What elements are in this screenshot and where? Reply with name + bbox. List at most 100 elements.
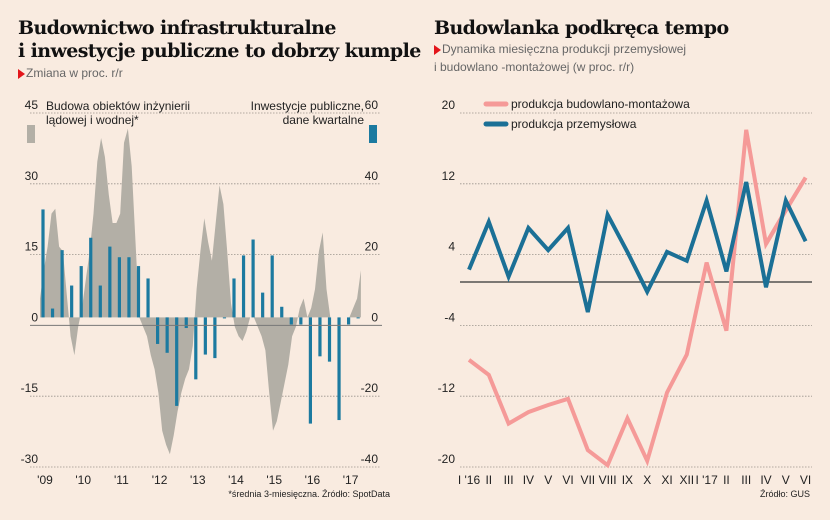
right-chart-y-tick: -20 [438,452,456,466]
x-tick-year: '11 [114,473,129,487]
bar-inwestycje-2012Q1 [156,317,160,344]
bar-inwestycje-2009Q3 [60,250,64,318]
bar-inwestycje-2017Q1 [347,317,351,325]
right-chart-x-tick: XI [661,473,672,487]
line-produkcja-przemyslowa [467,181,808,313]
right-chart-x-tick: IV [523,473,534,487]
left-subtitle-text: Zmiana w proc. r/r [26,66,123,80]
bar-inwestycje-2016Q3 [327,317,332,362]
right-chart-x-tick: VI [562,473,573,487]
bar-inwestycje-2011Q4 [146,278,150,318]
x-tick-year: '16 [305,473,321,487]
bars-inwestycje-publiczne [41,209,360,424]
bar-inwestycje-2010Q3 [98,285,102,318]
bar-inwestycje-2015Q1 [270,255,274,318]
left-axis-tick-label: 45 [25,98,39,112]
right-axis-tick-label: 40 [365,169,379,183]
bar-inwestycje-2015Q3 [289,317,293,325]
right-chart-x-tick: I '17 [695,473,718,487]
left-x-axis-ticks: '09 '10 '11 '12 '13 '14 '15 '16 '17 [37,473,359,487]
bar-inwestycje-2010Q1 [79,266,83,318]
x-tick-year: '17 [343,473,359,487]
right-chart-y-tick: 12 [442,169,456,183]
bar-inwestycje-2013Q1 [194,317,198,380]
right-axis-tick-label: 60 [365,98,379,112]
bar-inwestycje-2016Q4 [337,317,341,421]
legend-right-line1: Inwestycje publiczne, [251,99,364,113]
left-axis-tick-label: -30 [21,452,39,466]
red-triangle-icon [434,44,441,55]
bar-inwestycje-2011Q2 [127,257,131,318]
legend-blue-swatch [369,125,377,143]
right-chart-x-tick: V [544,473,552,487]
right-chart-y-tick: -12 [438,381,456,395]
bar-inwestycje-2012Q3 [175,317,179,406]
bar-inwestycje-2014Q4 [261,292,265,318]
right-chart-y-tick: 20 [442,98,456,112]
x-tick-year: '14 [228,473,244,487]
bar-inwestycje-2014Q1 [232,278,236,318]
bar-inwestycje-2015Q2 [280,306,284,318]
line-produkcja-budowlano-montazowa-tail [764,176,808,245]
left-axis-tick-label: 0 [31,310,38,324]
bar-inwestycje-2016Q2 [318,317,322,357]
left-axis-tick-label: 15 [25,240,39,254]
legend-pink-label: produkcja budowlano-montażowa [511,97,690,111]
right-chart-x-tick: V [782,473,790,487]
bar-inwestycje-2010Q2 [89,237,93,318]
left-y-axis-right-ticks: 60 40 20 0 -20 -40 [361,98,379,466]
area-budowa-obiektow [40,128,361,455]
left-y-axis-left-ticks: 45 30 15 0 -15 -30 [21,98,39,466]
left-chart-title: Budownictwo infrastrukturalne i inwestyc… [18,17,421,63]
bar-inwestycje-2015Q4 [299,317,303,325]
right-chart-x-tick: VII [580,473,595,487]
legend-grey-swatch [27,125,35,143]
x-tick-year: '10 [75,473,91,487]
right-x-axis-ticks: I '16 II III IV V VI VII VIII IX X XI XII I '17 II III… [458,473,811,487]
bar-inwestycje-2012Q4 [184,317,188,329]
bar-inwestycje-2009Q4 [70,285,74,318]
x-tick-year: '09 [37,473,53,487]
bar-inwestycje-2012Q2 [165,317,169,353]
right-chart-x-tick: IV [760,473,771,487]
bar-inwestycje-2017Q2 [356,317,360,319]
right-axis-tick-label: 20 [365,240,379,254]
right-chart-x-tick: X [643,473,651,487]
right-chart-subtitle: Dynamika miesięczna produkcji przemysłow… [434,40,686,76]
bar-inwestycje-2014Q2 [241,255,246,318]
legend-right-line2: dane kwartalne [283,113,365,127]
line-produkcja-budowlano-montazowa [467,129,808,469]
bar-inwestycje-2009Q1 [41,209,45,318]
legend-left-line1: Budowa obiektów inżynierii [46,99,190,113]
right-chart-x-tick: IX [622,473,633,487]
bar-inwestycje-2014Q3 [251,239,255,318]
x-tick-year: '15 [266,473,282,487]
red-triangle-icon [18,68,25,79]
right-subtitle-line2: i budowlano -montażowej (w proc. r/r) [434,60,635,74]
right-chart-x-tick: XII [679,473,694,487]
right-chart-x-tick: I '16 [458,473,481,487]
right-subtitle-line1: Dynamika miesięczna produkcji przemysłow… [442,42,687,56]
right-chart-x-tick: II [723,473,730,487]
bar-inwestycje-2013Q4 [222,317,227,319]
right-axis-tick-label: -40 [361,452,379,466]
right-chart-x-tick: VIII [599,473,617,487]
right-chart-x-tick: II [485,473,492,487]
left-title-line2: i inwestycje publiczne to dobrzy kumple [18,40,421,62]
left-title-line1: Budownictwo infrastrukturalne [18,17,336,39]
right-chart-x-tick: VI [800,473,811,487]
bar-inwestycje-2011Q3 [136,266,141,318]
bar-inwestycje-2011Q1 [117,257,121,318]
right-chart-y-tick: 4 [448,240,455,254]
bar-inwestycje-2013Q3 [213,317,217,359]
left-axis-tick-label: -15 [21,381,39,395]
right-source: Źródło: GUS [760,489,810,499]
legend-blue-label: produkcja przemysłowa [511,117,637,131]
right-chart-y-tick: -4 [444,310,455,324]
left-footnote: *średnia 3-miesięczna. Źródło: SpotData [228,489,390,499]
x-tick-year: '13 [190,473,206,487]
x-tick-year: '12 [152,473,168,487]
right-gridlines [460,112,812,468]
right-axis-tick-label: -20 [361,381,379,395]
